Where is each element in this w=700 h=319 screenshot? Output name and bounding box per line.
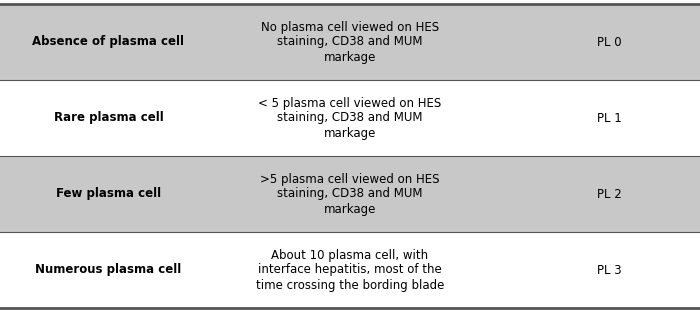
Bar [0,4,700,80]
Text: Absence of plasma cell: Absence of plasma cell [32,35,185,48]
Text: About 10 plasma cell, with
interface hepatitis, most of the
time crossing the bo: About 10 plasma cell, with interface hep… [256,249,444,292]
Text: < 5 plasma cell viewed on HES
staining, CD38 and MUM
markage: < 5 plasma cell viewed on HES staining, … [258,97,442,139]
Text: >5 plasma cell viewed on HES
staining, CD38 and MUM
markage: >5 plasma cell viewed on HES staining, C… [260,173,440,216]
Bar [0,156,700,232]
Bar [0,232,700,308]
Text: Rare plasma cell: Rare plasma cell [54,112,163,124]
Text: PL 3: PL 3 [596,263,622,277]
Bar [0,80,700,156]
Text: Numerous plasma cell: Numerous plasma cell [36,263,181,277]
Text: Few plasma cell: Few plasma cell [56,188,161,201]
Text: PL 1: PL 1 [596,112,622,124]
Text: PL 0: PL 0 [596,35,622,48]
Text: PL 2: PL 2 [596,188,622,201]
Text: No plasma cell viewed on HES
staining, CD38 and MUM
markage: No plasma cell viewed on HES staining, C… [261,20,439,63]
